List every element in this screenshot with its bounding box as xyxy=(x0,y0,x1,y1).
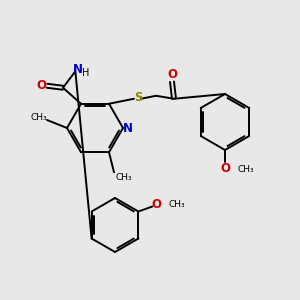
Text: S: S xyxy=(134,91,142,104)
Text: O: O xyxy=(167,68,177,81)
Text: O: O xyxy=(152,198,161,211)
Text: N: N xyxy=(73,63,83,76)
Text: CH₃: CH₃ xyxy=(116,173,132,182)
Text: O: O xyxy=(220,163,230,176)
Text: N: N xyxy=(123,122,133,134)
Text: H: H xyxy=(82,68,90,78)
Text: CH₃: CH₃ xyxy=(168,200,185,209)
Text: O: O xyxy=(36,79,46,92)
Text: CH₃: CH₃ xyxy=(31,112,47,122)
Text: CH₃: CH₃ xyxy=(238,164,255,173)
